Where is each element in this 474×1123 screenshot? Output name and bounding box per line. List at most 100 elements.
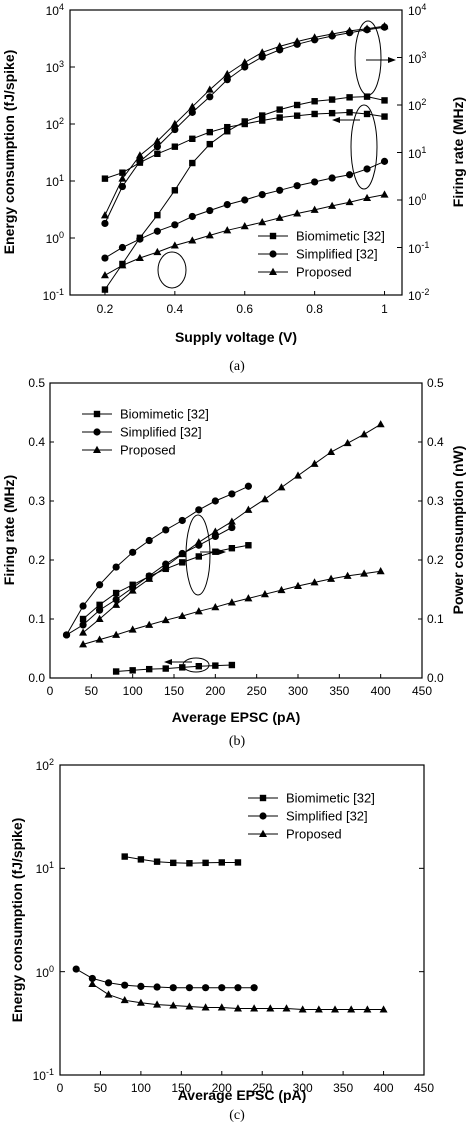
y-tick-label: 104	[46, 2, 64, 18]
svg-text:101: 101	[46, 173, 64, 189]
y2-tick-label: 0.0	[427, 671, 444, 685]
data-point	[121, 981, 129, 989]
data-point	[345, 26, 354, 34]
data-point	[311, 98, 318, 105]
data-point	[380, 190, 389, 198]
data-point	[186, 860, 193, 867]
data-point	[170, 119, 179, 127]
data-point	[211, 527, 220, 535]
data-point	[154, 211, 161, 219]
svg-text:104: 104	[46, 2, 64, 18]
chart-b-ellipse-mid	[185, 514, 211, 596]
data-point	[153, 1000, 162, 1008]
data-point	[294, 471, 302, 479]
data-point	[171, 143, 179, 150]
data-point	[112, 668, 120, 675]
x-tick-label: 450	[414, 1081, 434, 1095]
data-point	[258, 218, 267, 226]
data-point	[260, 495, 269, 503]
data-point	[223, 201, 231, 209]
chart-c-frame	[59, 764, 425, 1076]
data-point	[346, 94, 353, 101]
data-point	[62, 631, 71, 639]
data-point	[206, 93, 214, 101]
data-point	[310, 578, 319, 586]
data-point	[310, 33, 319, 41]
data-point	[363, 1005, 372, 1013]
legend-marker	[93, 445, 101, 453]
chart-b: 0 50 100 150 200 250 300 350 400 450 0.0 0.0 0.1 0.1…	[1, 251, 466, 749]
data-point	[259, 112, 266, 119]
legend-label: Biomimetic [32]	[286, 791, 375, 806]
chart-b-xlabel: Average EPSC (pA)	[172, 709, 301, 725]
chart-a-arrowhead-right	[388, 57, 396, 63]
legend-label: Simplified [32]	[120, 425, 202, 440]
legend-label: Proposed	[286, 827, 342, 842]
chart-a-series	[100, 21, 389, 293]
y-tick-label: 0.5	[28, 376, 45, 390]
data-point	[162, 526, 170, 534]
chart-b-x-ticks: 0 50 100 150 200 250 300 350 400 450	[47, 674, 432, 698]
data-point	[185, 984, 194, 992]
y-tick-label: 0.3	[28, 494, 45, 508]
data-point	[100, 211, 109, 219]
data-point	[112, 630, 121, 638]
data-point	[360, 430, 369, 438]
data-point	[277, 483, 286, 491]
chart-b-ellipse-bottom	[182, 657, 210, 673]
data-point	[244, 505, 253, 513]
data-point	[234, 984, 242, 992]
legend-marker	[93, 410, 101, 418]
data-point	[380, 21, 389, 30]
svg-text:10-1: 10-1	[408, 240, 429, 256]
x-tick-label: 300	[288, 684, 308, 698]
y-tick-label: 102	[46, 116, 64, 132]
data-point	[310, 205, 319, 213]
data-point	[195, 553, 202, 560]
data-point	[276, 114, 283, 121]
data-point	[363, 93, 371, 100]
y-tick-label: 10-1	[33, 1067, 54, 1083]
data-point	[119, 169, 126, 176]
y2-tick-label: 10-2	[408, 287, 429, 303]
data-point	[145, 574, 154, 582]
data-point	[201, 1003, 210, 1011]
chart-a-xlabel: Supply voltage (V)	[175, 329, 297, 345]
data-point	[240, 222, 249, 230]
x-tick-label: 450	[412, 684, 432, 698]
data-point	[347, 1005, 356, 1013]
x-tick-label: 400	[374, 1081, 394, 1095]
y-tick-label: 0.2	[28, 553, 45, 567]
data-point	[112, 600, 121, 608]
data-point	[346, 109, 353, 116]
data-point	[170, 241, 179, 249]
data-point	[206, 206, 214, 215]
y-tick-label: 10-1	[43, 287, 64, 303]
data-point	[241, 118, 248, 125]
x-tick-label: 0	[57, 1081, 64, 1095]
legend-label: Biomimetic [32]	[296, 229, 385, 244]
data-point	[250, 984, 258, 992]
chart-c-caption: (c)	[229, 1108, 245, 1123]
svg-text:103: 103	[46, 59, 64, 75]
data-point	[153, 227, 161, 235]
data-point	[328, 174, 336, 182]
chart-a-ellipse-energy	[350, 104, 378, 190]
y2-tick-label: 0.4	[427, 435, 444, 449]
svg-text:104: 104	[408, 2, 426, 18]
data-point	[101, 286, 109, 293]
x-tick-label: 1	[381, 302, 388, 316]
y2-tick-label: 0.3	[427, 494, 444, 508]
data-point	[129, 548, 137, 556]
data-point	[223, 226, 232, 234]
data-point	[120, 995, 129, 1004]
data-point	[178, 516, 186, 525]
chart-a-ellipse-firing	[354, 20, 382, 96]
data-point	[293, 209, 302, 217]
data-point	[228, 523, 236, 532]
y2-tick-label: 0.5	[427, 376, 444, 390]
data-point	[233, 1004, 242, 1012]
svg-text:101: 101	[36, 860, 54, 876]
data-point	[79, 615, 87, 623]
data-point	[195, 663, 202, 670]
